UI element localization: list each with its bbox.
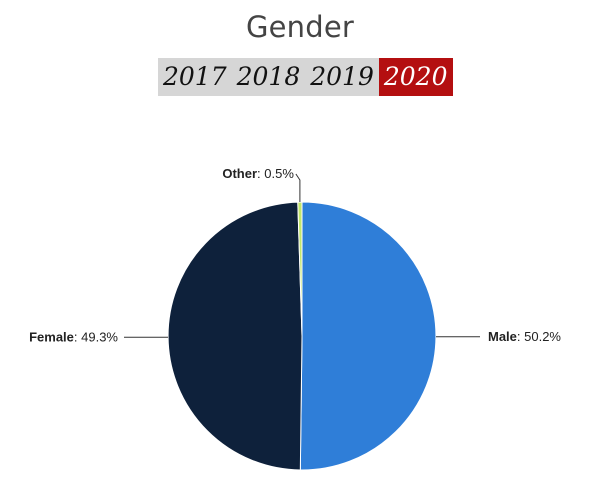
year-tab-2020[interactable]: 2020 — [378, 58, 453, 96]
pie-label-value: : 49.3% — [74, 329, 119, 344]
pie-label-value: : 0.5% — [257, 166, 294, 181]
pie-slice-male[interactable] — [299, 201, 437, 471]
pie-label-name: Other — [222, 166, 257, 181]
pie-slice-female[interactable] — [167, 201, 303, 471]
pie-label-male: Male: 50.2% — [488, 329, 561, 344]
year-tab-2018[interactable]: 2018 — [236, 62, 301, 91]
pie-label-value: : 50.2% — [517, 329, 562, 344]
pie-label-name: Male — [488, 329, 517, 344]
pie-label-name: Female — [29, 329, 74, 344]
year-tab-2019[interactable]: 2019 — [310, 62, 374, 91]
pie-label-female: Female: 49.3% — [29, 329, 118, 344]
connector-other — [295, 173, 301, 202]
year-tab-2017[interactable]: 2017 — [163, 62, 227, 91]
year-selector: 2017 2018 2019 2020 — [158, 58, 453, 96]
pie-label-other: Other: 0.5% — [222, 166, 294, 181]
page-title: Gender — [245, 10, 355, 44]
pie-slice-other[interactable] — [297, 201, 303, 337]
